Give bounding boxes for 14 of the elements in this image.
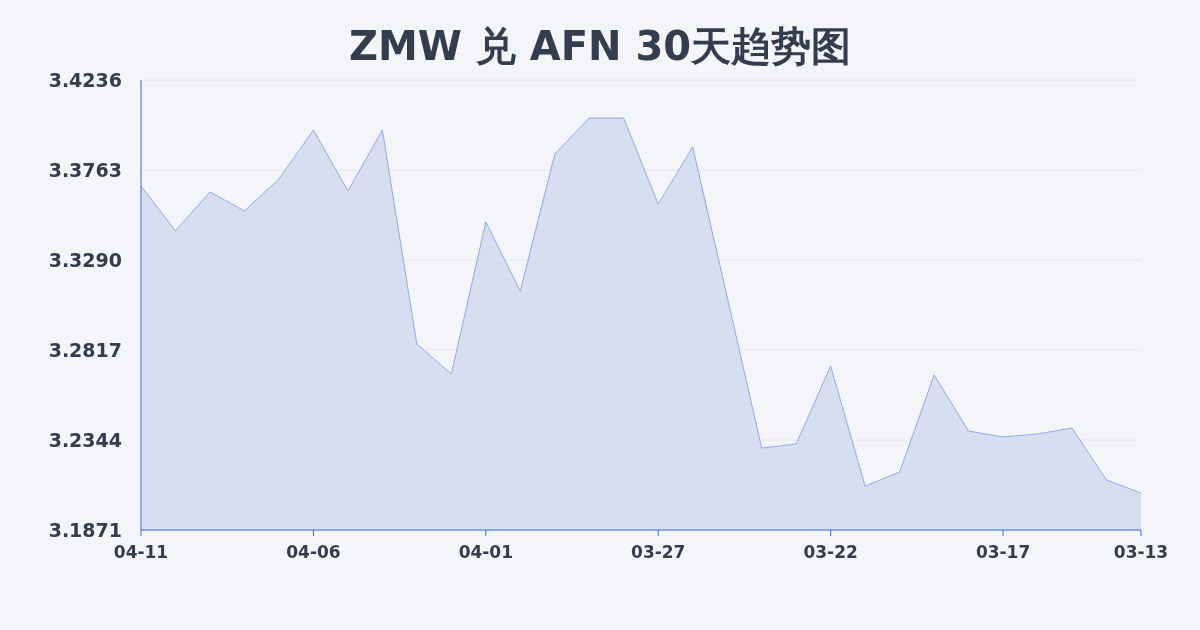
x-tick-label: 03-27 [631,542,686,562]
chart-title: ZMW 兑 AFN 30天趋势图 [348,23,852,69]
y-tick-label: 3.3290 [48,249,122,271]
y-tick-label: 3.1871 [48,519,122,541]
x-tick-label: 04-06 [286,542,341,562]
x-tick-label: 04-01 [458,542,514,562]
x-tick-label: 03-22 [803,542,858,562]
y-tick-label: 3.2817 [48,339,122,361]
x-tick-label: 04-11 [113,542,169,562]
x-tick-label: 03-17 [975,542,1031,562]
y-tick-label: 3.2344 [48,429,122,451]
x-tick-label: 03-13 [1113,542,1169,562]
y-tick-label: 3.3763 [48,159,122,181]
y-tick-label: 3.4236 [48,69,122,91]
